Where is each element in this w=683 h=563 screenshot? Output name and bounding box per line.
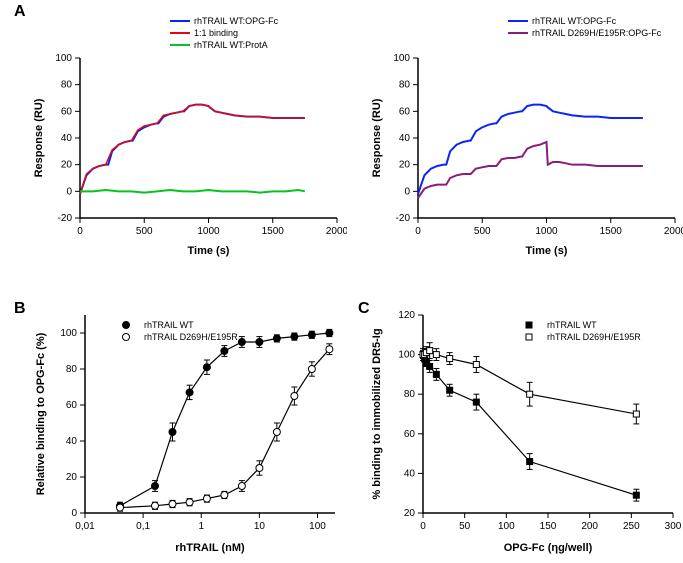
svg-text:10: 10: [254, 521, 266, 532]
svg-text:2000: 2000: [326, 226, 347, 237]
svg-text:Response (RU): Response (RU): [33, 98, 45, 177]
svg-text:rhTRAIL D269H/E195R:OPG-Fc: rhTRAIL D269H/E195R:OPG-Fc: [532, 28, 662, 38]
svg-text:Relative binding to OPG-Fc (%): Relative binding to OPG-Fc (%): [35, 332, 47, 495]
svg-text:100: 100: [393, 53, 410, 64]
svg-text:1000: 1000: [535, 226, 558, 237]
svg-text:250: 250: [623, 521, 640, 532]
svg-text:80: 80: [399, 80, 411, 91]
svg-text:20: 20: [399, 160, 411, 171]
svg-text:rhTRAIL WT:OPG-Fc: rhTRAIL WT:OPG-Fc: [532, 16, 617, 26]
panel-a-right-chart: -200204060801000500100015002000Time (s)R…: [368, 13, 683, 258]
svg-text:rhTRAIL WT: rhTRAIL WT: [547, 320, 597, 330]
svg-text:rhTRAIL WT:OPG-Fc: rhTRAIL WT:OPG-Fc: [194, 16, 279, 26]
svg-text:40: 40: [66, 436, 78, 447]
svg-text:100: 100: [60, 328, 77, 339]
svg-text:Time (s): Time (s): [188, 245, 230, 257]
svg-text:0: 0: [404, 186, 410, 197]
svg-text:50: 50: [459, 521, 471, 532]
svg-text:40: 40: [399, 133, 411, 144]
svg-text:500: 500: [136, 226, 153, 237]
svg-text:0,01: 0,01: [75, 521, 95, 532]
svg-text:1500: 1500: [600, 226, 623, 237]
svg-text:0: 0: [77, 226, 83, 237]
panel-c-chart: 20 40 60 80 100 120 0 50 100 150 200 250 300 OPG-Fc (…: [368, 300, 683, 555]
svg-text:rhTRAIL WT: rhTRAIL WT: [144, 320, 194, 330]
svg-text:1:1 binding: 1:1 binding: [194, 28, 238, 38]
svg-text:500: 500: [474, 226, 491, 237]
svg-text:2000: 2000: [664, 226, 683, 237]
panel-b-label: B: [14, 300, 26, 318]
svg-text:Time (s): Time (s): [526, 245, 568, 257]
panel-b-chart: 0 20 40 60 80 100 0,01 0,1 1 10 100 rhTRAIL (nM) Rel…: [30, 300, 347, 555]
panel-a-label: A: [14, 3, 26, 21]
svg-text:80: 80: [404, 389, 416, 400]
svg-text:20: 20: [66, 472, 78, 483]
svg-text:rhTRAIL (nM): rhTRAIL (nM): [175, 542, 245, 554]
svg-text:100: 100: [55, 53, 72, 64]
svg-text:80: 80: [66, 364, 78, 375]
svg-text:300: 300: [665, 521, 682, 532]
svg-text:rhTRAIL D269H/E195R: rhTRAIL D269H/E195R: [547, 332, 641, 342]
svg-text:0: 0: [420, 521, 426, 532]
svg-text:100: 100: [498, 521, 515, 532]
svg-text:100: 100: [398, 350, 415, 361]
svg-text:% binding to immobilized DR5-I: % binding to immobilized DR5-Ig: [371, 328, 383, 499]
svg-text:1500: 1500: [262, 226, 285, 237]
svg-text:60: 60: [404, 429, 416, 440]
svg-text:60: 60: [66, 400, 78, 411]
svg-text:0: 0: [71, 508, 77, 519]
svg-text:rhTRAIL WT:ProtA: rhTRAIL WT:ProtA: [194, 40, 268, 50]
svg-text:0: 0: [415, 226, 421, 237]
svg-text:-20: -20: [396, 213, 411, 224]
svg-text:60: 60: [61, 106, 73, 117]
svg-text:OPG-Fc (ηg/well): OPG-Fc (ηg/well): [504, 542, 593, 554]
svg-text:1000: 1000: [197, 226, 220, 237]
svg-text:60: 60: [399, 106, 411, 117]
svg-text:1: 1: [198, 521, 204, 532]
svg-text:20: 20: [404, 508, 416, 519]
svg-text:rhTRAIL D269H/E195R: rhTRAIL D269H/E195R: [144, 332, 238, 342]
svg-text:100: 100: [309, 521, 326, 532]
svg-text:40: 40: [61, 133, 73, 144]
svg-text:40: 40: [404, 468, 416, 479]
svg-text:20: 20: [61, 160, 73, 171]
svg-text:0,1: 0,1: [136, 521, 150, 532]
svg-text:Response (RU): Response (RU): [371, 98, 383, 177]
svg-text:-20: -20: [58, 213, 73, 224]
svg-text:200: 200: [581, 521, 598, 532]
panel-a-left-chart: -200204060801000500100015002000Time (s)R…: [30, 13, 347, 258]
svg-text:150: 150: [540, 521, 557, 532]
svg-text:80: 80: [61, 80, 73, 91]
svg-text:120: 120: [398, 310, 415, 321]
svg-text:0: 0: [66, 186, 72, 197]
